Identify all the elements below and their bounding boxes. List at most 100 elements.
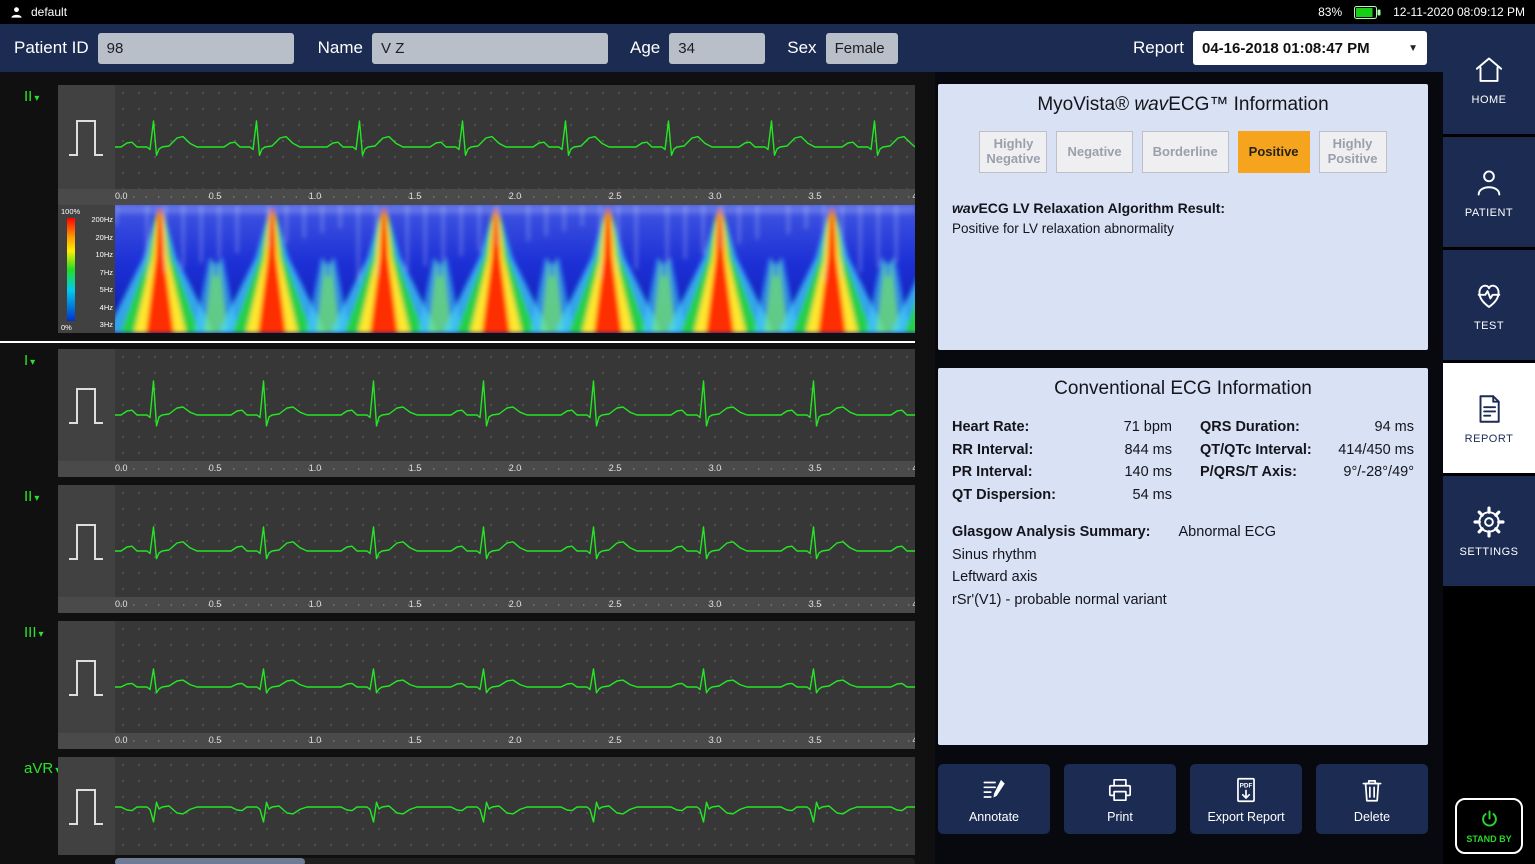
metric-row: QRS Duration:94 ms xyxy=(1200,416,1414,439)
glasgow-line: Sinus rhythm xyxy=(952,544,1414,567)
standby-label: STAND BY xyxy=(1466,834,1511,844)
lead-selector[interactable]: III▾ xyxy=(0,621,58,749)
negative-button[interactable]: Negative xyxy=(1056,131,1132,173)
x-tick-label: 0.5 xyxy=(209,191,222,201)
patient-id-label: Patient ID xyxy=(14,38,89,58)
x-tick-label: 0.0 xyxy=(115,735,128,745)
glasgow-line: rSr'(V1) - probable normal variant xyxy=(952,589,1414,612)
action-label: Delete xyxy=(1354,810,1390,824)
svg-text:PDF: PDF xyxy=(1240,782,1253,789)
sidebar-item-home[interactable]: HOME xyxy=(1443,24,1535,134)
wavecg-spectrogram xyxy=(115,205,915,333)
title-text: MyoVista® xyxy=(1037,94,1134,115)
sidebar-item-label: TEST xyxy=(1474,320,1504,332)
heart-pulse-icon xyxy=(1472,279,1506,313)
freq-label: 200Hz xyxy=(91,215,113,224)
metric-label: P/QRS/T Axis: xyxy=(1200,461,1297,484)
ecg-plot xyxy=(115,621,915,733)
horizontal-scrollbar[interactable] xyxy=(115,858,915,864)
action-label: Print xyxy=(1107,810,1133,824)
lead-selector[interactable]: II▾ xyxy=(0,485,58,613)
lead-label: III xyxy=(24,624,37,641)
name-label: Name xyxy=(318,38,363,58)
x-tick-label: 2.5 xyxy=(609,463,622,473)
x-tick-label: 2.5 xyxy=(609,191,622,201)
metric-value: 54 ms xyxy=(1133,484,1173,507)
sidebar: HOME PATIENT TEST REPORT SETTINGS STAND … xyxy=(1443,24,1535,864)
report-actions: Annotate Print PDF Export Report Delete xyxy=(938,764,1428,834)
battery-percent: 83% xyxy=(1318,5,1342,19)
x-tick-label: 2.0 xyxy=(509,735,522,745)
highly-positive-button[interactable]: Highly Positive xyxy=(1319,131,1387,173)
ecg-plot xyxy=(115,349,915,461)
highly-negative-button[interactable]: Highly Negative xyxy=(979,131,1047,173)
sidebar-item-settings[interactable]: SETTINGS xyxy=(1443,476,1535,586)
metric-row: P/QRS/T Axis:9°/-28°/49° xyxy=(1200,461,1414,484)
metric-label: RR Interval: xyxy=(952,439,1033,462)
age-field[interactable]: 34 xyxy=(669,33,765,64)
wavecg-information-card: MyoVista® wavECG™ Information Highly Neg… xyxy=(938,84,1428,350)
glasgow-value: Abnormal ECG xyxy=(1179,524,1277,540)
ecg-plot xyxy=(115,85,915,189)
x-axis: 0.00.51.01.52.02.53.03.54 xyxy=(58,461,915,477)
sex-field[interactable]: Female xyxy=(826,33,898,64)
strip-separator xyxy=(0,341,915,343)
chevron-down-icon: ▾ xyxy=(39,629,44,640)
x-tick-label: 3.5 xyxy=(809,463,822,473)
scale-top-label: 100% xyxy=(61,207,80,216)
spectrogram-row: 100% 0% 200Hz 20Hz 10Hz 7Hz 5Hz 4Hz 3Hz xyxy=(58,205,915,333)
lead-selector[interactable]: II▾ xyxy=(0,85,58,333)
x-tick-label: 4 xyxy=(912,599,915,609)
result-label: ECG LV Relaxation Algorithm Result: xyxy=(978,200,1225,216)
borderline-button[interactable]: Borderline xyxy=(1142,131,1229,173)
calibration-pulse xyxy=(58,757,115,855)
action-label: Export Report xyxy=(1207,810,1284,824)
report-select[interactable]: 04-16-2018 01:08:47 PM ▼ xyxy=(1193,31,1427,65)
ecg-plot xyxy=(115,485,915,597)
ecg-strip: aVR▾ xyxy=(0,757,935,855)
title-text: wav xyxy=(1134,94,1168,115)
conventional-ecg-card: Conventional ECG Information Heart Rate:… xyxy=(938,368,1428,745)
annotate-button[interactable]: Annotate xyxy=(938,764,1050,834)
x-tick-label: 1.5 xyxy=(409,191,422,201)
positive-button[interactable]: Positive xyxy=(1238,131,1310,173)
action-label: Annotate xyxy=(969,810,1019,824)
calibration-pulse xyxy=(58,485,115,597)
gear-icon xyxy=(1472,505,1506,539)
lead-selector[interactable]: aVR▾ xyxy=(0,757,58,855)
x-tick-label: 3.5 xyxy=(809,735,822,745)
x-axis: 0.00.51.01.52.02.53.03.54 xyxy=(58,733,915,749)
metric-row: Heart Rate:71 bpm xyxy=(952,416,1172,439)
delete-button[interactable]: Delete xyxy=(1316,764,1428,834)
x-tick-label: 4 xyxy=(912,735,915,745)
x-tick-label: 1.0 xyxy=(309,735,322,745)
chevron-down-icon: ▾ xyxy=(30,357,35,368)
sidebar-item-patient[interactable]: PATIENT xyxy=(1443,137,1535,247)
x-tick-label: 3.0 xyxy=(709,463,722,473)
patient-id-field[interactable]: 98 xyxy=(98,33,294,64)
metric-row: RR Interval:844 ms xyxy=(952,439,1172,462)
home-icon xyxy=(1472,53,1506,87)
scrollbar-thumb[interactable] xyxy=(115,858,305,864)
wavecg-card-title: MyoVista® wavECG™ Information xyxy=(938,84,1428,116)
report-label: Report xyxy=(1133,38,1184,58)
freq-label: 3Hz xyxy=(100,320,113,329)
x-tick-label: 0.5 xyxy=(209,463,222,473)
export-report-button[interactable]: PDF Export Report xyxy=(1190,764,1302,834)
x-tick-label: 0.0 xyxy=(115,463,128,473)
sidebar-item-report[interactable]: REPORT xyxy=(1443,363,1535,473)
sidebar-item-test[interactable]: TEST xyxy=(1443,250,1535,360)
x-tick-label: 3.0 xyxy=(709,735,722,745)
print-button[interactable]: Print xyxy=(1064,764,1176,834)
chevron-down-icon: ▼ xyxy=(1408,43,1418,54)
ecg-strip: III▾ 0.00.51.01.52.02.53.03.54 xyxy=(0,621,935,749)
myovista-report-screen: default 83% 12-11-2020 08:09:12 PM Patie… xyxy=(0,0,1535,864)
freq-label: 20Hz xyxy=(95,233,113,242)
lead-selector[interactable]: I▾ xyxy=(0,349,58,477)
standby-button[interactable]: STAND BY xyxy=(1455,798,1523,854)
metric-label: Heart Rate: xyxy=(952,416,1029,439)
x-tick-label: 2.0 xyxy=(509,599,522,609)
conventional-card-title: Conventional ECG Information xyxy=(938,368,1428,400)
name-field[interactable]: V Z xyxy=(372,33,608,64)
current-user: default xyxy=(31,5,67,19)
